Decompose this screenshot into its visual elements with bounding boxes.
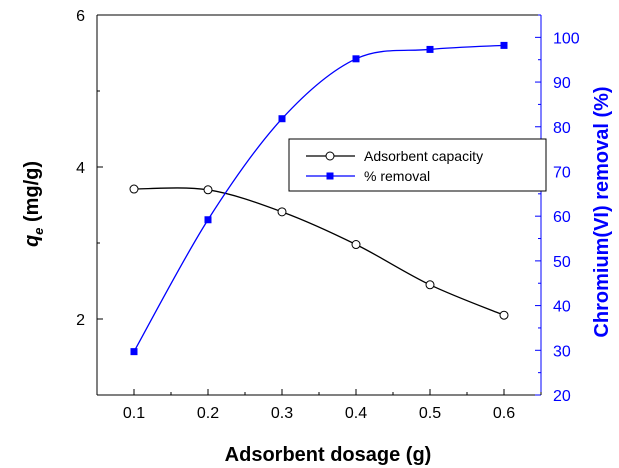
left-y-axis-title-subscript: e (31, 228, 46, 235)
data-point-removal (352, 55, 360, 63)
series-line-1 (133, 44, 505, 352)
right-y-tick-label: 30 (553, 343, 571, 360)
right-y-tick-label: 70 (553, 164, 571, 181)
series-line-0 (133, 187, 505, 316)
data-point-capacity (499, 310, 509, 320)
right-y-axis-title: Chromium(VI) removal (%) (591, 86, 613, 337)
right-y-tick-label: 60 (553, 209, 571, 226)
x-tick-label: 0.4 (345, 405, 367, 422)
data-point-removal (426, 45, 434, 53)
x-tick-label: 0.3 (271, 405, 293, 422)
right-y-tick-label: 40 (553, 299, 571, 316)
data-point-capacity (129, 184, 139, 194)
data-point-removal (130, 348, 138, 356)
data-point-capacity (203, 185, 213, 195)
x-axis: 0.1 0.2 0.3 0.4 0.5 0.6 (96, 389, 542, 422)
data-point-removal (204, 216, 212, 224)
data-point-capacity (351, 240, 361, 250)
left-y-axis-title-unit: (mg/g) (21, 161, 43, 228)
x-tick-label: 0.5 (419, 405, 441, 422)
right-y-tick-label: 80 (553, 120, 571, 137)
left-y-tick-label: 6 (76, 8, 85, 25)
legend-box (288, 138, 547, 192)
legend-marker-capacity (325, 151, 335, 161)
right-y-tick-label: 90 (553, 75, 571, 92)
left-y-axis-title: qe (mg/g) (21, 161, 46, 247)
left-y-axis: 2 4 6 (76, 8, 103, 396)
legend-label-removal: % removal (364, 168, 430, 184)
right-y-tick-label: 100 (553, 30, 580, 47)
data-point-removal (500, 41, 508, 49)
data-point-capacity (277, 207, 287, 217)
legend: Adsorbent capacity % removal (288, 138, 547, 192)
legend-marker-removal (326, 172, 334, 180)
right-y-axis: 20 30 40 50 60 70 80 90 100 (535, 14, 580, 405)
right-y-tick-label: 50 (553, 254, 571, 271)
data-point-capacity (425, 280, 435, 290)
right-y-tick-label: 20 (553, 388, 571, 405)
left-y-axis-title-symbol: q (21, 235, 43, 247)
left-y-tick-label: 4 (76, 160, 85, 177)
x-tick-label: 0.2 (197, 405, 219, 422)
x-tick-label: 0.6 (493, 405, 515, 422)
x-tick-label: 0.1 (123, 405, 145, 422)
series-layer (129, 41, 509, 356)
left-y-tick-label: 2 (76, 312, 85, 329)
legend-label-capacity: Adsorbent capacity (364, 148, 483, 164)
data-point-removal (278, 115, 286, 123)
plot-frame (97, 14, 541, 396)
x-axis-title: Adsorbent dosage (g) (225, 444, 432, 466)
